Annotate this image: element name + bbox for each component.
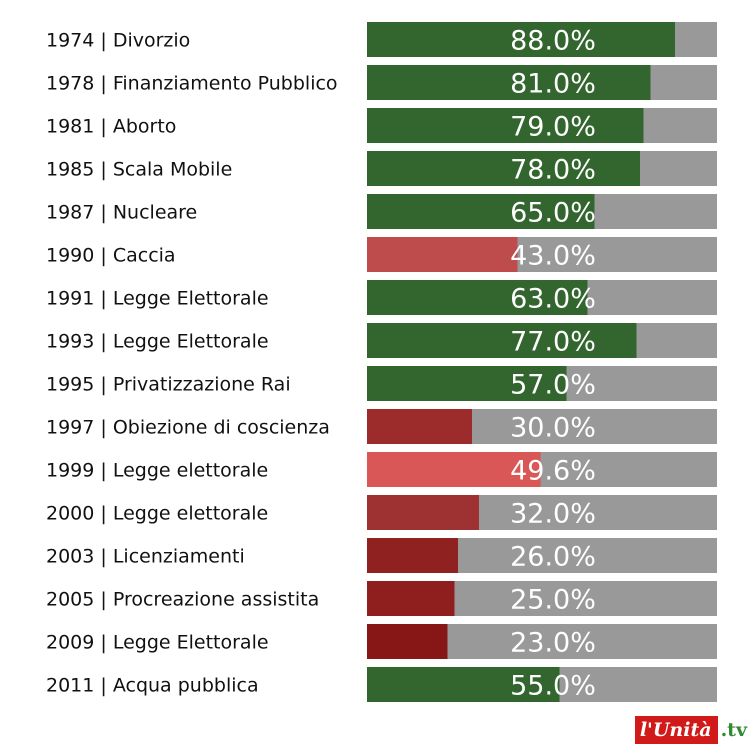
bar [367, 280, 588, 315]
bar [367, 237, 518, 272]
category-label: 1990 | Caccia [46, 245, 176, 267]
bar [367, 495, 479, 530]
bar-row: 1995 | Privatizzazione Rai 57.0% [46, 366, 717, 401]
value-label: 26.0% [510, 542, 596, 573]
bar-row: 1990 | Caccia 43.0% [46, 237, 717, 272]
category-label: 2000 | Legge elettorale [46, 503, 268, 525]
bar-row: 1985 | Scala Mobile 78.0% [46, 151, 717, 186]
bar [367, 667, 560, 702]
bar-row: 1993 | Legge Elettorale 77.0% [46, 323, 717, 358]
bar-row: 2009 | Legge Elettorale 23.0% [46, 624, 717, 659]
bar [367, 65, 651, 100]
bar-row: 2000 | Legge elettorale 32.0% [46, 495, 717, 530]
value-label: 55.0% [510, 671, 596, 702]
bar [367, 538, 458, 573]
category-label: 1991 | Legge Elettorale [46, 288, 269, 310]
bar-row: 2005 | Procreazione assistita 25.0% [46, 581, 717, 616]
value-label: 63.0% [510, 284, 596, 315]
bar [367, 108, 644, 143]
category-label: 1974 | Divorzio [46, 30, 190, 52]
bar [367, 323, 637, 358]
bar [367, 624, 448, 659]
value-label: 23.0% [510, 628, 596, 659]
value-label: 57.0% [510, 370, 596, 401]
bar [367, 581, 455, 616]
bar-row: 2011 | Acqua pubblica 55.0% [46, 667, 717, 702]
bar-row: 1978 | Finanziamento Pubblico 81.0% [46, 65, 717, 100]
bar [367, 22, 675, 57]
bar-row: 1999 | Legge elettorale 49.6% [46, 452, 717, 487]
bar-row: 1987 | Nucleare 65.0% [46, 194, 717, 229]
value-label: 79.0% [510, 112, 596, 143]
category-label: 1999 | Legge elettorale [46, 460, 268, 482]
bar-row: 1981 | Aborto 79.0% [46, 108, 717, 143]
category-label: 2009 | Legge Elettorale [46, 632, 269, 654]
bar-row: 2003 | Licenziamenti 26.0% [46, 538, 717, 573]
value-label: 77.0% [510, 327, 596, 358]
value-label: 32.0% [510, 499, 596, 530]
category-label: 1978 | Finanziamento Pubblico [46, 73, 338, 95]
category-label: 2011 | Acqua pubblica [46, 675, 259, 697]
category-label: 1985 | Scala Mobile [46, 159, 232, 181]
bar [367, 409, 472, 444]
value-label: 30.0% [510, 413, 596, 444]
logo-main-text: l'Unità [634, 716, 718, 744]
category-label: 1995 | Privatizzazione Rai [46, 374, 291, 396]
bar [367, 366, 567, 401]
value-label: 78.0% [510, 155, 596, 186]
unita-tv-logo[interactable]: l'Unità .tv [634, 716, 747, 744]
category-label: 1987 | Nucleare [46, 202, 197, 224]
category-label: 2003 | Licenziamenti [46, 546, 245, 568]
category-label: 2005 | Procreazione assistita [46, 589, 319, 611]
logo-tv-suffix: .tv [720, 719, 747, 741]
bar-row: 1997 | Obiezione di coscienza 30.0% [46, 409, 717, 444]
bar-row: 1974 | Divorzio 88.0% [46, 22, 717, 57]
bar [367, 452, 541, 487]
value-label: 43.0% [510, 241, 596, 272]
bar-row: 1991 | Legge Elettorale 63.0% [46, 280, 717, 315]
value-label: 25.0% [510, 585, 596, 616]
value-label: 65.0% [510, 198, 596, 229]
category-label: 1981 | Aborto [46, 116, 176, 138]
value-label: 81.0% [510, 69, 596, 100]
bar [367, 194, 595, 229]
value-label: 49.6% [510, 456, 596, 487]
value-label: 88.0% [510, 26, 596, 57]
category-label: 1993 | Legge Elettorale [46, 331, 269, 353]
category-label: 1997 | Obiezione di coscienza [46, 417, 330, 439]
bar [367, 151, 640, 186]
